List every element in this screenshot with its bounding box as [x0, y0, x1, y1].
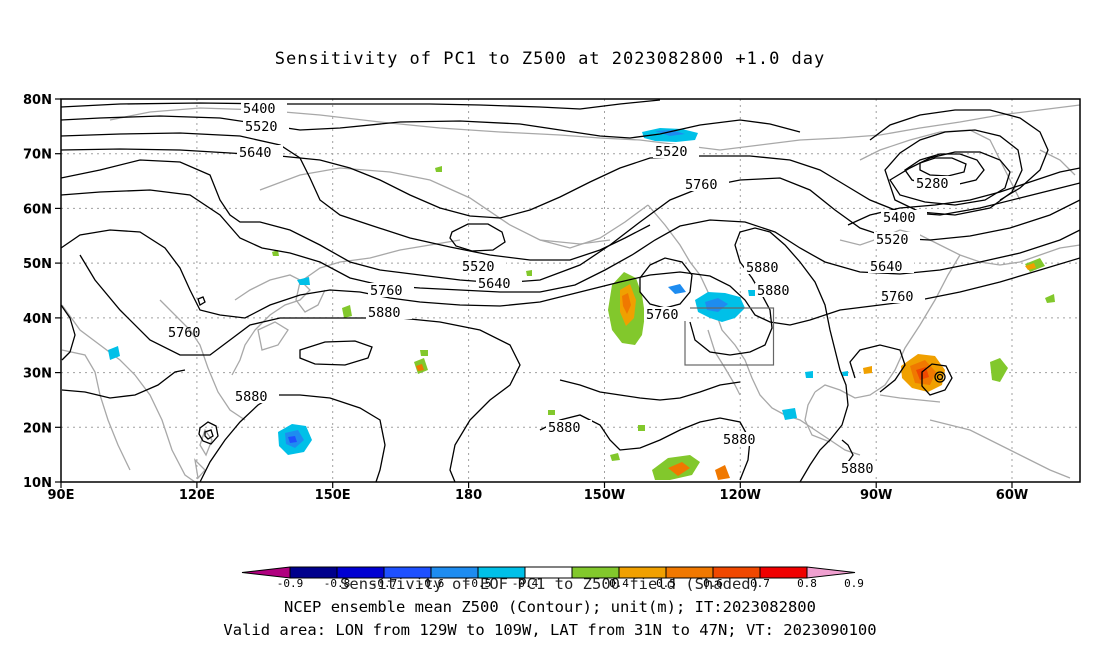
contour-label: 5880	[548, 420, 581, 436]
map-frame	[60, 98, 1081, 483]
lon-label: 120W	[720, 488, 761, 503]
contour-label: 5520	[245, 119, 278, 135]
lat-label: 50N	[23, 257, 52, 272]
lon-label: 150E	[315, 488, 351, 503]
lat-label: 70N	[23, 148, 52, 163]
colorbar-label: 0.8	[797, 577, 817, 590]
contour-label: 5280	[916, 176, 949, 192]
caption-shaded: Sensitivity of EOF PC1 to Z500 field (Sh…	[340, 575, 760, 593]
contour-label: 5880	[757, 283, 790, 299]
lat-label: 40N	[23, 312, 52, 327]
colorbar-label: 0.7	[750, 577, 770, 590]
lon-label: 60W	[996, 488, 1028, 503]
longitude-labels: 90E 120E 150E 180 150W 120W 90W 60W	[48, 488, 1029, 503]
contour-label: 5760	[646, 307, 679, 323]
colorbar-label: -0.5	[465, 577, 492, 590]
colorbar-label: 0.4	[609, 577, 629, 590]
colorbar: -0.9 -0.8 -0.7 -0.6 -0.5 -0.4 0.4 0.5 0.6 0.7 0.8 0…	[241, 566, 864, 590]
contour-label: 5880	[746, 260, 779, 276]
lat-label: 60N	[23, 202, 52, 217]
lat-label: 30N	[23, 367, 52, 382]
contour-label: 5760	[168, 325, 201, 341]
lon-label: 90E	[48, 488, 75, 503]
contour-label: 5400	[883, 210, 916, 226]
contour-label: 5760	[685, 177, 718, 193]
coastlines	[61, 104, 1080, 482]
map-title: Sensitivity of PC1 to Z500 at 2023082800…	[274, 49, 826, 69]
colorbar-label: -0.8	[324, 577, 351, 590]
colorbar-label: -0.4	[512, 577, 539, 590]
contour-label: 5880	[235, 389, 268, 405]
colorbar-label: 0.9	[844, 577, 864, 590]
colorbar-arrow-high	[806, 566, 856, 579]
lat-label: 20N	[23, 421, 52, 436]
lon-label: 120E	[179, 488, 215, 503]
colorbar-label: 0.6	[703, 577, 723, 590]
latitude-labels: 80N 70N 60N 50N 40N 30N 20N 10N	[23, 93, 52, 491]
contour-label: 5880	[368, 305, 401, 321]
contour-labels: 5400 5520 5640 5520 5760 5280 5400 5520 …	[168, 101, 960, 477]
lon-label: 150W	[584, 488, 625, 503]
contour-label: 5760	[881, 289, 914, 305]
valid-area-box	[684, 307, 775, 366]
lat-label: 10N	[23, 476, 52, 491]
colorbar-label: 0.5	[656, 577, 676, 590]
sensitivity-shading	[108, 128, 1055, 480]
colorbar-label: -0.6	[418, 577, 445, 590]
contour-label: 5520	[876, 232, 909, 248]
caption-contour: NCEP ensemble mean Z500 (Contour); unit(…	[284, 598, 816, 616]
lat-label: 80N	[23, 93, 52, 108]
caption-valid-area: Valid area: LON from 129W to 109W, LAT f…	[223, 621, 877, 639]
contour-label: 5880	[841, 461, 874, 477]
contour-label: 5760	[370, 283, 403, 299]
lon-label: 90W	[860, 488, 892, 503]
contour-label: 5640	[478, 276, 511, 292]
tick-marks	[55, 98, 1013, 488]
contour-label: 5640	[870, 259, 903, 275]
contour-label: 5880	[723, 432, 756, 448]
colorbar-label: -0.9	[277, 577, 304, 590]
colorbar-label: -0.7	[371, 577, 398, 590]
contour-label: 5520	[655, 144, 688, 160]
lon-label: 180	[455, 488, 482, 503]
contour-label: 5640	[239, 145, 272, 161]
contour-label: 5400	[243, 101, 276, 117]
contour-label: 5520	[462, 259, 495, 275]
